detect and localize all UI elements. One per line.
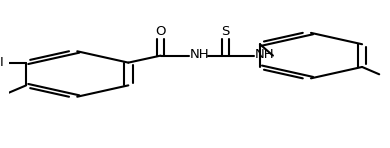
Text: S: S (221, 25, 230, 38)
Text: I: I (0, 56, 4, 69)
Text: O: O (156, 25, 166, 38)
Text: NH: NH (255, 48, 274, 61)
Text: NH: NH (190, 48, 209, 61)
